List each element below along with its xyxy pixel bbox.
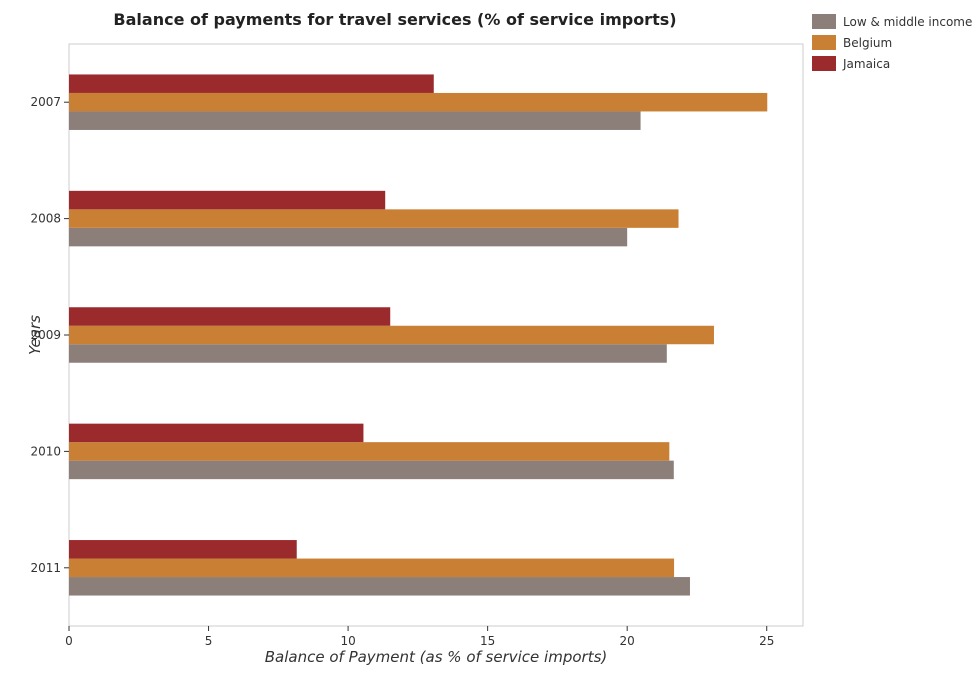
bar-low-middle-income-2008 xyxy=(69,227,628,247)
y-tick-label: 2008 xyxy=(30,212,61,226)
bar-low-middle-income-2011 xyxy=(69,577,690,596)
y-tick-label: 2007 xyxy=(30,95,61,109)
bar-belgium-2011 xyxy=(69,558,675,578)
x-axis-label: Balance of Payment (as % of service impo… xyxy=(265,648,608,666)
bars xyxy=(69,74,768,596)
x-tick-label: 0 xyxy=(65,634,73,648)
bar-jamaica-2010 xyxy=(69,423,364,443)
legend-label: Belgium xyxy=(843,36,892,50)
x-tick-label: 20 xyxy=(620,634,635,648)
y-axis-label: Years xyxy=(26,315,44,355)
chart-title: Balance of payments for travel services … xyxy=(113,10,676,29)
legend-swatch-low-middle-income xyxy=(812,14,836,29)
x-tick-label: 25 xyxy=(759,634,774,648)
bar-belgium-2009 xyxy=(69,325,714,345)
legend-swatch-belgium xyxy=(812,35,836,50)
x-tick-label: 5 xyxy=(205,634,213,648)
bar-low-middle-income-2009 xyxy=(69,344,667,363)
y-tick-label: 2009 xyxy=(30,328,61,342)
bar-belgium-2008 xyxy=(69,209,679,228)
y-axis: 2007 2008 2009 2010 2011 xyxy=(30,95,69,575)
legend-label: Low & middle income xyxy=(843,15,972,29)
bar-low-middle-income-2007 xyxy=(69,111,641,130)
bar-jamaica-2011 xyxy=(69,540,297,559)
x-tick-label: 10 xyxy=(340,634,355,648)
bar-jamaica-2009 xyxy=(69,307,391,326)
bar-belgium-2007 xyxy=(69,92,768,112)
bar-jamaica-2007 xyxy=(69,74,434,93)
y-tick-label: 2010 xyxy=(30,444,61,458)
bar-jamaica-2008 xyxy=(69,190,386,210)
legend-swatch-jamaica xyxy=(812,56,836,71)
x-axis: 0 5 10 15 20 25 xyxy=(65,626,774,648)
legend: Low & middle income Belgium Jamaica xyxy=(812,14,972,71)
legend-label: Jamaica xyxy=(842,57,890,71)
x-tick-label: 15 xyxy=(480,634,495,648)
bar-belgium-2010 xyxy=(69,442,670,461)
y-tick-label: 2011 xyxy=(30,561,61,575)
plot-area: 0 5 10 15 20 25 2007 2008 2009 2010 2011 xyxy=(30,43,804,648)
bar-low-middle-income-2010 xyxy=(69,460,674,480)
